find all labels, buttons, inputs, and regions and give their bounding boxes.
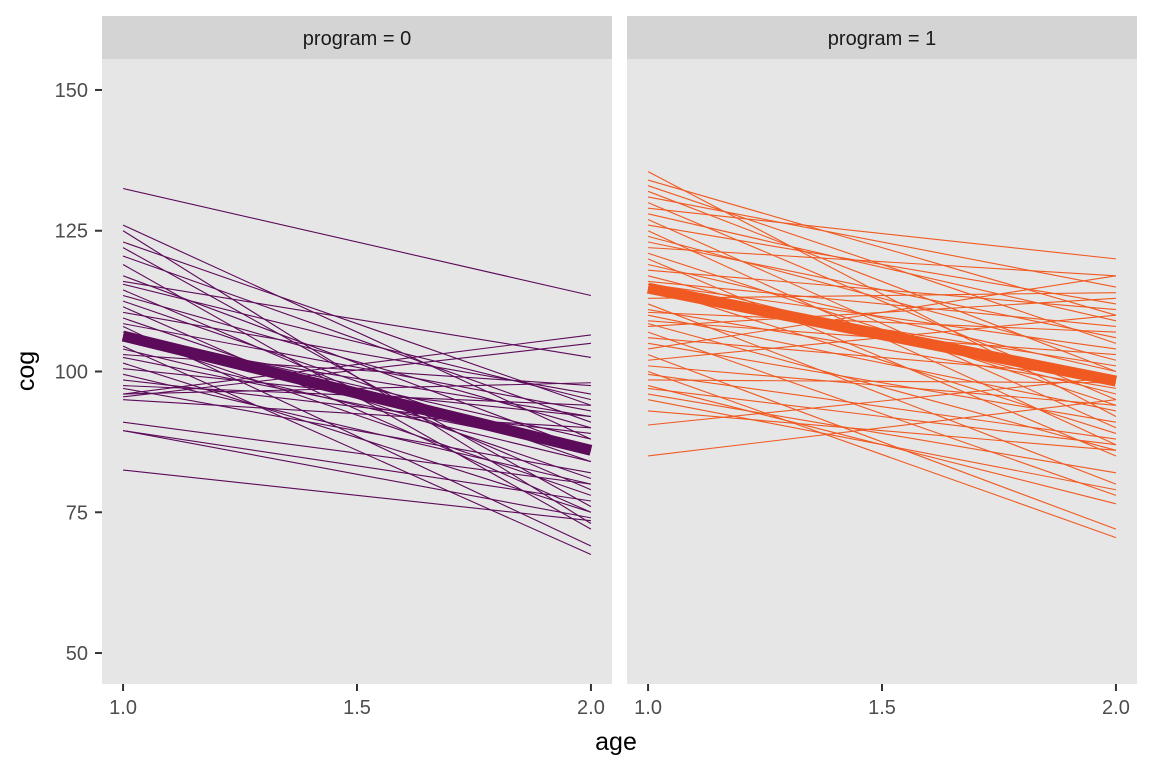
y-tick-label: 150 <box>55 80 88 102</box>
facet-strip <box>102 16 612 59</box>
x-tick-label: 1.0 <box>634 697 662 719</box>
individual-trajectory-line <box>122 334 592 496</box>
individual-trajectory-line <box>122 348 592 463</box>
individual-trajectory-line <box>648 311 1116 333</box>
individual-trajectory-line <box>122 255 592 423</box>
individual-trajectory-line <box>647 224 1117 305</box>
individual-trajectory-line <box>122 325 592 547</box>
individual-trajectory-line <box>647 207 1117 260</box>
individual-trajectory-line <box>647 399 1117 457</box>
individual-trajectory-line <box>647 190 1117 373</box>
individual-trajectory-line <box>647 235 1117 361</box>
x-axis: 1.0 1.5 2.0 1.0 1.5 2.0 <box>109 684 1130 719</box>
individual-trajectory-line <box>122 421 592 485</box>
lines-group <box>646 171 1118 539</box>
individual-trajectory-line <box>647 218 1117 429</box>
mean-trajectory-line <box>646 282 1118 387</box>
y-tick-label: 75 <box>66 502 88 524</box>
facet-strip <box>627 16 1137 59</box>
individual-trajectory-line <box>648 280 1116 328</box>
individual-trajectory-line <box>647 373 1117 440</box>
individual-trajectory-line <box>647 303 1117 485</box>
individual-trajectory-line <box>648 365 1116 406</box>
individual-trajectory-line <box>648 247 1116 277</box>
facet-strip-label: program = 0 <box>303 28 411 50</box>
y-tick-label: 50 <box>66 643 88 665</box>
x-tick-label: 2.0 <box>1102 697 1130 719</box>
individual-trajectory-line <box>647 179 1117 316</box>
individual-trajectory-line <box>122 306 592 513</box>
individual-trajectory-line <box>647 331 1117 496</box>
individual-trajectory-line <box>647 314 1117 412</box>
individual-trajectory-line <box>648 379 1116 384</box>
individual-trajectory-line <box>122 187 592 297</box>
panel-program-1: program = 1 <box>627 16 1137 684</box>
individual-trajectory-line <box>122 241 592 406</box>
individual-trajectory-line <box>122 430 592 502</box>
x-tick-label: 1.0 <box>109 697 137 719</box>
individual-trajectory-line <box>647 196 1117 288</box>
lines-group <box>121 187 593 555</box>
y-tick-label: 125 <box>55 221 88 243</box>
individual-trajectory-line <box>647 387 1117 446</box>
x-tick-label: 1.5 <box>868 697 896 719</box>
individual-trajectory-line <box>122 345 592 555</box>
individual-trajectory-line <box>122 247 592 508</box>
individual-trajectory-line <box>123 399 591 429</box>
facet-strip-label: program = 1 <box>828 28 936 50</box>
panel-background <box>102 59 612 684</box>
individual-trajectory-line <box>122 294 592 429</box>
individual-trajectory-line <box>647 376 1117 426</box>
panel-program-0: program = 0 <box>102 16 612 684</box>
individual-trajectory-line <box>648 292 1116 299</box>
x-axis-title: age <box>595 728 637 756</box>
individual-trajectory-line <box>647 370 1117 539</box>
individual-trajectory-line <box>647 354 1117 530</box>
individual-trajectory-line <box>647 393 1117 474</box>
individual-trajectory-line <box>122 469 592 522</box>
mean-trajectory-line <box>121 330 593 456</box>
x-tick-label: 1.5 <box>343 697 371 719</box>
y-axis-title: cog <box>12 351 40 391</box>
y-tick-label: 100 <box>55 362 88 384</box>
individual-trajectory-line <box>647 399 1117 491</box>
individual-trajectory-line <box>647 309 1117 389</box>
individual-trajectory-line <box>647 275 1117 350</box>
individual-trajectory-line <box>122 323 592 412</box>
individual-trajectory-line <box>122 342 592 398</box>
individual-trajectory-line <box>122 334 592 395</box>
individual-trajectory-line <box>647 283 1117 350</box>
individual-trajectory-line <box>122 387 592 474</box>
x-tick-label: 2.0 <box>577 697 605 719</box>
individual-trajectory-line <box>122 430 592 519</box>
y-axis: 50 75 100 125 150 <box>55 80 102 665</box>
